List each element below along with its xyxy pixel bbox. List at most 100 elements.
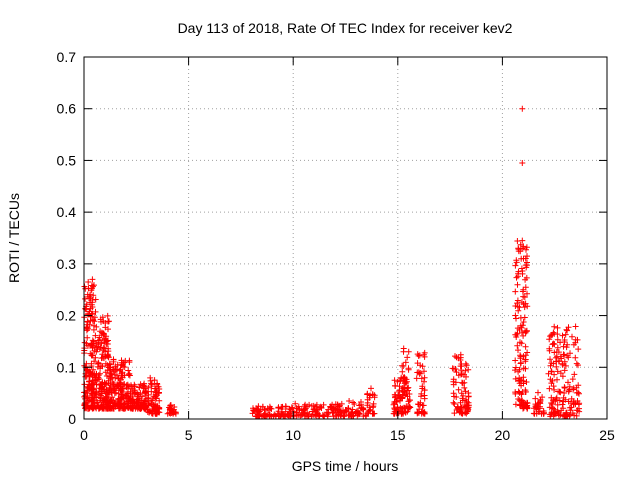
data-point <box>390 401 397 408</box>
data-point <box>512 357 519 364</box>
data-point <box>107 370 114 377</box>
data-point <box>515 368 522 375</box>
x-tick-label: 15 <box>390 427 406 443</box>
data-point <box>93 381 100 388</box>
data-point <box>559 360 566 367</box>
data-point <box>338 413 344 420</box>
data-point <box>575 346 582 353</box>
data-point <box>275 413 282 420</box>
axis-ticks: 0 5 10 15 20 25 0 0.1 0.2 0.3 0.4 0.5 0.6 0.7 <box>57 49 615 443</box>
data-point <box>317 403 324 410</box>
data-point <box>256 408 263 415</box>
data-point <box>418 375 425 382</box>
data-point <box>89 276 96 283</box>
data-point <box>572 339 579 346</box>
data-point <box>565 379 571 386</box>
chart-title: Day 113 of 2018, Rate Of TEC Index for r… <box>178 20 513 36</box>
data-point <box>516 375 523 381</box>
data-point <box>557 339 564 346</box>
data-point <box>514 281 521 288</box>
data-point <box>148 388 155 395</box>
data-point <box>459 371 465 377</box>
data-point <box>117 366 124 373</box>
data-point <box>561 385 568 391</box>
data-point <box>514 342 521 349</box>
data-point <box>465 399 472 406</box>
data-point <box>517 352 524 359</box>
data-point <box>104 352 111 359</box>
data-point <box>110 383 117 390</box>
data-point <box>547 356 553 363</box>
data-point <box>569 376 576 383</box>
data-point <box>550 405 557 412</box>
data-point <box>264 411 271 418</box>
data-point <box>400 348 407 355</box>
data-point <box>402 359 409 366</box>
data-point <box>519 322 526 329</box>
data-point <box>346 398 353 404</box>
y-tick-label: 0 <box>68 411 76 427</box>
data-point <box>514 330 521 337</box>
data-point <box>249 410 256 417</box>
data-point <box>370 410 377 417</box>
data-point <box>250 405 256 412</box>
data-point <box>520 243 527 250</box>
data-point <box>95 343 101 350</box>
data-point <box>518 359 524 366</box>
data-point <box>421 368 427 375</box>
y-tick-label: 0.3 <box>57 256 77 272</box>
data-point <box>97 370 103 377</box>
data-point <box>512 364 519 371</box>
y-axis-title: ROTI / TECUs <box>6 193 22 283</box>
data-point <box>90 326 97 333</box>
data-point <box>521 401 528 408</box>
data-point <box>100 330 107 337</box>
data-point <box>513 315 519 322</box>
data-point <box>94 363 101 370</box>
data-point <box>107 404 114 411</box>
data-point <box>88 285 95 292</box>
data-point <box>115 390 122 397</box>
data-point <box>523 379 530 385</box>
data-point <box>573 360 580 367</box>
data-point <box>391 377 398 384</box>
data-point <box>92 354 99 361</box>
data-point <box>275 404 282 411</box>
data-point <box>549 341 556 348</box>
data-point <box>82 392 89 399</box>
data-point <box>405 348 412 355</box>
data-point <box>405 366 412 373</box>
data-point <box>168 405 174 412</box>
data-point <box>519 237 526 244</box>
data-point <box>421 378 427 385</box>
data-point <box>552 409 558 416</box>
data-point <box>156 406 163 412</box>
data-point <box>405 398 412 405</box>
data-point <box>462 388 469 395</box>
data-point <box>548 368 555 375</box>
data-point <box>268 405 275 412</box>
data-point <box>517 314 524 321</box>
data-point <box>89 370 96 377</box>
data-point <box>552 354 559 361</box>
data-point <box>515 347 521 354</box>
data-point <box>332 406 339 413</box>
data-point <box>573 412 580 419</box>
data-point <box>367 392 374 399</box>
data-point <box>572 354 579 361</box>
data-point <box>82 295 89 302</box>
data-point <box>84 291 91 298</box>
data-point <box>459 379 465 386</box>
data-point <box>128 382 134 389</box>
data-point <box>91 347 98 354</box>
data-point <box>419 402 426 409</box>
data-point <box>512 375 519 382</box>
data-point <box>139 383 146 389</box>
data-point <box>360 413 367 420</box>
data-point <box>456 408 463 415</box>
data-point <box>102 369 109 376</box>
data-point <box>90 316 97 323</box>
data-point <box>513 257 520 264</box>
data-point <box>551 386 558 393</box>
data-point <box>400 410 407 417</box>
